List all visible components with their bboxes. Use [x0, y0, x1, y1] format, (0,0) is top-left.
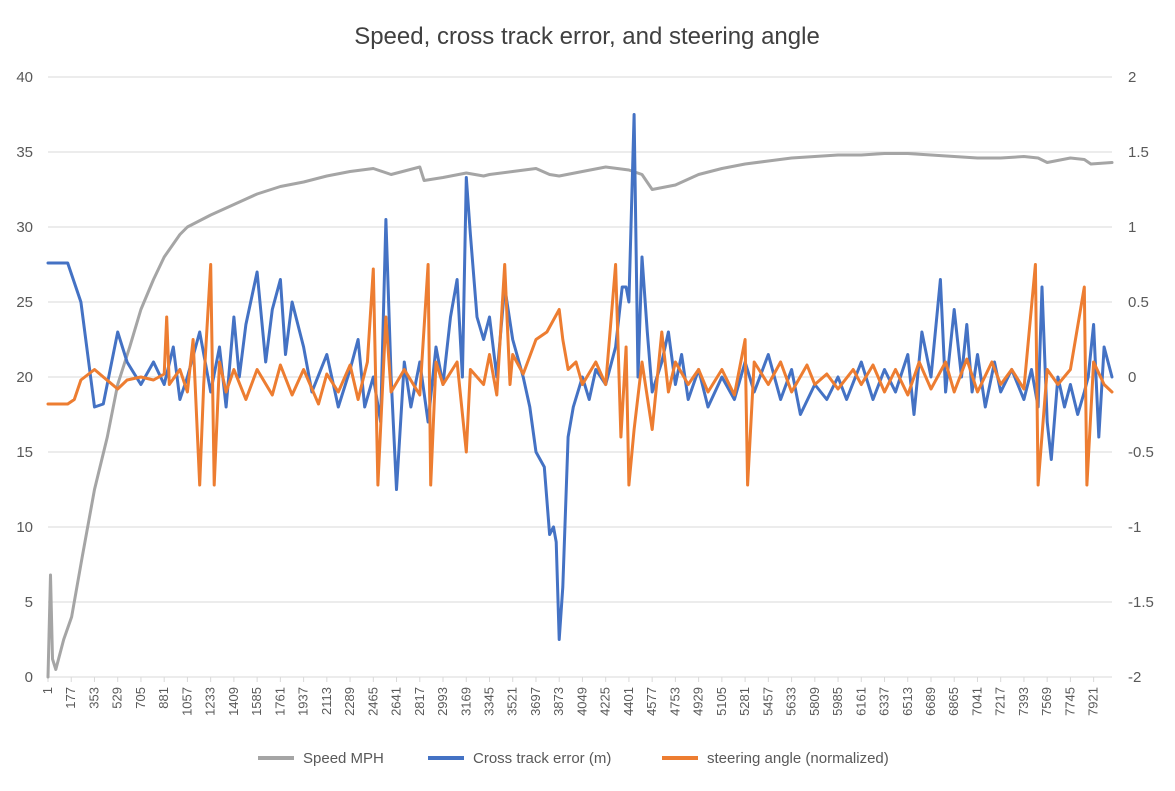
y-right-tick-label: 1 — [1128, 219, 1136, 236]
y-right-tick-label: -2 — [1128, 669, 1141, 686]
x-tick-label: 1409 — [226, 687, 241, 716]
x-tick-label: 881 — [156, 687, 171, 709]
x-tick-label: 1 — [40, 687, 55, 694]
x-tick-label: 5281 — [737, 687, 752, 716]
x-tick-label: 1057 — [179, 687, 194, 716]
x-tick-label: 4401 — [621, 687, 636, 716]
y-right-tick-label: 0.5 — [1128, 294, 1149, 311]
x-tick-label: 5633 — [784, 687, 799, 716]
x-tick-label: 3873 — [551, 687, 566, 716]
series-lines — [46, 113, 1114, 679]
x-tick-label: 4929 — [691, 687, 706, 716]
x-tick-label: 6689 — [923, 687, 938, 716]
x-tick-label: 2817 — [412, 687, 427, 716]
x-tick-label: 705 — [133, 687, 148, 709]
x-tick-label: 5457 — [760, 687, 775, 716]
y-left-tick-label: 5 — [25, 594, 33, 611]
y-right-tick-label: -1.5 — [1128, 594, 1154, 611]
y-left-tick-label: 35 — [16, 144, 33, 161]
x-tick-label: 4049 — [574, 687, 589, 716]
x-tick-label: 6513 — [900, 687, 915, 716]
x-tick-label: 529 — [110, 687, 125, 709]
y-left-tick-label: 25 — [16, 294, 33, 311]
x-tick-label: 1761 — [272, 687, 287, 716]
y-right-tick-label: 1.5 — [1128, 144, 1149, 161]
x-tick-label: 1233 — [203, 687, 218, 716]
y-right-tick-label: 0 — [1128, 369, 1136, 386]
y-left-tick-label: 15 — [16, 444, 33, 461]
x-tick-label: 1585 — [249, 687, 264, 716]
x-tick-label: 2113 — [319, 687, 334, 715]
x-tick-label: 7393 — [1016, 687, 1031, 716]
legend-label: Cross track error (m) — [473, 750, 611, 767]
x-tick-label: 4753 — [667, 687, 682, 716]
legend: Speed MPH Cross track error (m) steering a… — [258, 750, 889, 767]
x-tick-label: 7569 — [1039, 687, 1054, 716]
x-tick-label: 5985 — [830, 687, 845, 716]
x-tick-label: 3521 — [505, 687, 520, 716]
y-axis-left: 0 5 10 15 20 25 30 35 40 — [16, 69, 33, 686]
x-tick-label: 353 — [86, 687, 101, 709]
y-right-tick-label: 2 — [1128, 69, 1136, 86]
y-left-tick-label: 40 — [16, 69, 33, 86]
y-right-tick-label: -0.5 — [1128, 444, 1154, 461]
series-line-steering-angle-normalized — [46, 263, 1114, 487]
x-tick-label: 5809 — [807, 687, 822, 716]
y-right-tick-label: -1 — [1128, 519, 1141, 536]
y-left-tick-label: 20 — [16, 369, 33, 386]
x-tick-label: 6161 — [853, 687, 868, 716]
x-tick-label: 6865 — [946, 687, 961, 716]
legend-label: steering angle (normalized) — [707, 750, 889, 767]
x-tick-label: 3697 — [528, 687, 543, 716]
x-tick-label: 7217 — [993, 687, 1008, 716]
x-tick-label: 6337 — [877, 687, 892, 716]
y-left-tick-label: 10 — [16, 519, 33, 536]
x-tick-label: 4225 — [598, 687, 613, 716]
chart-title: Speed, cross track error, and steering a… — [354, 23, 820, 50]
x-tick-label: 3169 — [458, 687, 473, 716]
x-tick-label: 7921 — [1086, 687, 1101, 716]
y-left-tick-label: 0 — [25, 669, 33, 686]
x-axis: 1 177 353 529 705 881 1057 1233 1409 1585 1761 1937… — [40, 676, 1112, 716]
x-tick-label: 2289 — [342, 687, 357, 716]
x-tick-label: 177 — [63, 687, 78, 709]
x-tick-label: 1937 — [296, 687, 311, 716]
series-line-cross-track-error-m — [46, 113, 1114, 641]
x-tick-label: 7745 — [1062, 687, 1077, 716]
x-tick-label: 3345 — [481, 687, 496, 716]
series-line-speed-mph — [46, 152, 1114, 679]
y-axis-right: -2 -1.5 -1 -0.5 0 0.5 1 1.5 2 — [1128, 69, 1154, 686]
legend-label: Speed MPH — [303, 750, 384, 767]
x-tick-label: 7041 — [969, 687, 984, 716]
x-tick-label: 5105 — [714, 687, 729, 716]
y-left-tick-label: 30 — [16, 219, 33, 236]
x-tick-label: 4577 — [644, 687, 659, 716]
x-tick-label: 2465 — [365, 687, 380, 716]
x-tick-label: 2993 — [435, 687, 450, 716]
x-tick-label: 2641 — [389, 687, 404, 716]
